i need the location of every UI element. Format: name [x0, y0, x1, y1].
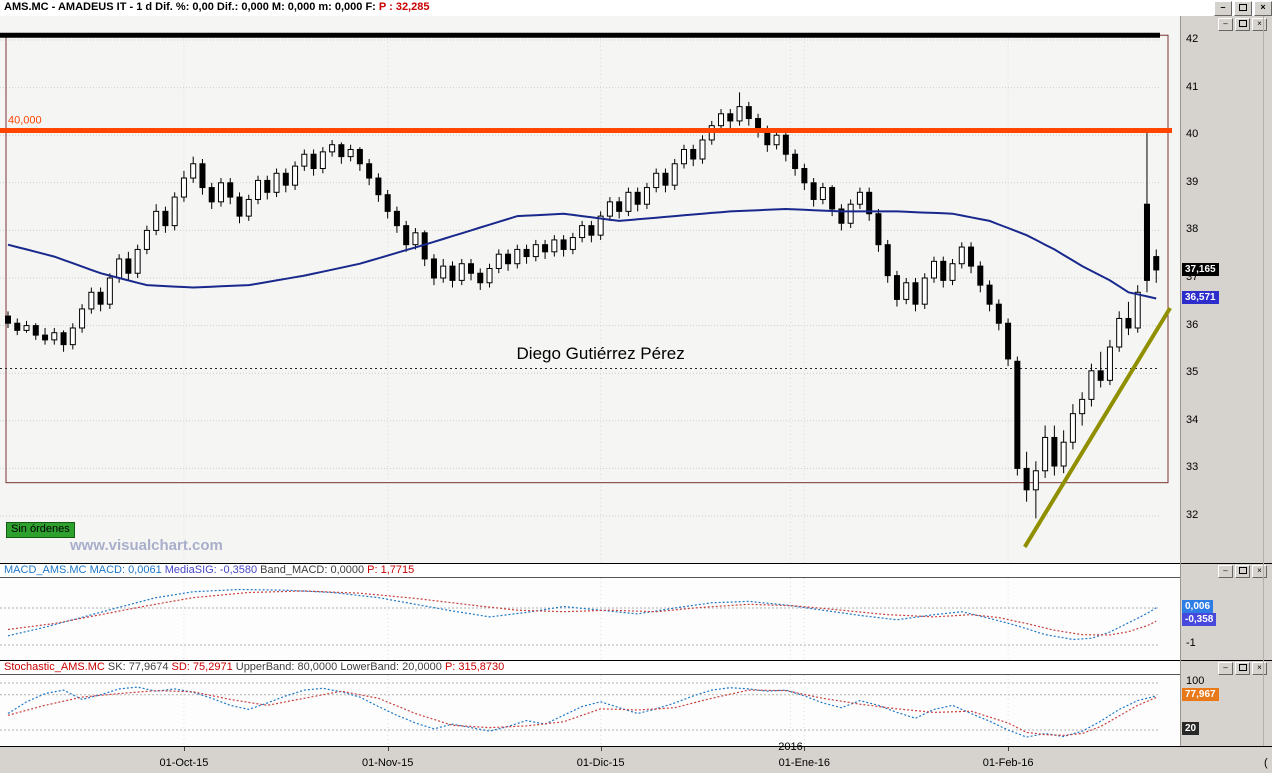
macd-header: MACD_AMS.MC MACD: 0,0061 MediaSIG: -0,35… — [0, 564, 1180, 578]
mediasig-line — [7, 590, 1157, 636]
moving-average-line — [7, 207, 1157, 300]
position-info: P : 32,285 — [378, 1, 430, 13]
price-chart: 40,000 Diego Gutiérrez Pérez — [0, 32, 1172, 563]
stochastic-panel: Stochastic_AMS.MC SK: 77,9674 SD: 75,297… — [0, 660, 1180, 747]
macd-line — [7, 588, 1157, 641]
axis-tick: 41 — [1186, 80, 1199, 93]
minimize-button[interactable]: – — [1214, 1, 1232, 16]
axis-tick: 38 — [1186, 223, 1199, 236]
macd-window-controls: – × — [1218, 565, 1267, 578]
header-segment: Stochastic_AMS.MC — [4, 661, 108, 673]
date-label: 01-Dic-15 — [576, 757, 625, 769]
axis-tick: 100 — [1186, 675, 1205, 687]
axis-separator — [1181, 660, 1272, 661]
axis-tick: -1 — [1186, 637, 1196, 649]
time-axis[interactable]: 2016 ( 01-Oct-15 01-Nov-15 01-Dic-15 01-Ene… — [0, 741, 1272, 773]
minimize-button[interactable]: – — [1218, 662, 1233, 675]
header-segment: UpperBand: 80,0000 — [235, 661, 341, 673]
maximize-icon — [1238, 20, 1247, 28]
axis-tick: 35 — [1186, 366, 1199, 379]
macd-grid — [0, 578, 1160, 661]
axis-tick: 40 — [1186, 128, 1199, 141]
axis-tick: 34 — [1186, 413, 1199, 426]
price-label: 20 — [1182, 722, 1200, 735]
date-label: 01-Feb-16 — [982, 757, 1034, 769]
maximize-button[interactable] — [1235, 662, 1250, 675]
window-titlebar: AMS.MC - AMADEUS IT - 1 d Dif. %: 0,00 D… — [0, 0, 1272, 17]
range-box[interactable] — [5, 34, 1169, 484]
svg-text:Diego Gutiérrez Pérez: Diego Gutiérrez Pérez — [517, 344, 685, 363]
grid-layer — [0, 34, 1160, 563]
date-tick-mark — [387, 747, 389, 751]
date-label: 01-Ene-16 — [778, 757, 831, 769]
header-segment: MACD: 0,0061 — [89, 564, 165, 576]
minimize-button[interactable]: – — [1218, 565, 1233, 578]
axis-tick: 32 — [1186, 509, 1199, 521]
maximize-button[interactable] — [1234, 1, 1252, 16]
header-segment: P: 1,7715 — [367, 564, 415, 576]
header-segment: Band_MACD: 0,0000 — [260, 564, 368, 576]
date-tick-mark — [1008, 747, 1010, 751]
stochastic-header: Stochastic_AMS.MC SK: 77,9674 SD: 75,297… — [0, 661, 1180, 675]
axis-tick: 42 — [1186, 33, 1199, 45]
axis-tick: 36 — [1186, 318, 1199, 331]
stoch-window-controls: – × — [1218, 662, 1267, 675]
trend-line[interactable] — [1023, 306, 1172, 548]
maximize-icon — [1239, 4, 1247, 12]
axis-separator — [1181, 563, 1272, 564]
header-segment: SK: 77,9674 — [107, 661, 172, 673]
price-label: -0,358 — [1182, 613, 1217, 627]
price-chart-panel: 40,000 Diego Gutiérrez Pérez Sin órdenes … — [0, 16, 1180, 563]
maximize-icon — [1238, 664, 1247, 672]
candles-layer — [5, 92, 1160, 519]
header-segment: SD: 75,2971 — [171, 661, 236, 673]
maximize-icon — [1238, 567, 1247, 575]
price-label: 37,165 — [1182, 263, 1219, 277]
maximize-button[interactable] — [1235, 565, 1250, 578]
window-controls: – × — [1214, 1, 1272, 16]
chart-window-controls: – × — [1218, 18, 1267, 31]
maximize-button[interactable] — [1235, 18, 1250, 31]
no-orders-badge: Sin órdenes — [6, 522, 75, 538]
corner-char: ( — [1264, 757, 1268, 769]
sd-line — [7, 689, 1157, 736]
axis-tick: 39 — [1186, 175, 1199, 188]
year-label: 2016 — [778, 741, 803, 753]
stochastic-chart — [0, 675, 1160, 747]
axis-tick: 33 — [1186, 461, 1199, 474]
minimize-button[interactable]: – — [1218, 18, 1233, 31]
header-segment: LowerBand: 20,0000 — [340, 661, 445, 673]
date-tick-mark — [600, 747, 602, 751]
date-label: 01-Nov-15 — [361, 757, 414, 769]
date-label: 01-Oct-15 — [159, 757, 209, 769]
price-label: 77,967 — [1182, 687, 1219, 701]
symbol-info: AMS.MC - AMADEUS IT - 1 d Dif. %: 0,00 D… — [4, 1, 379, 13]
resistance-label: 40,000 — [8, 114, 42, 126]
close-button[interactable]: × — [1254, 1, 1272, 16]
scrollbar-strip[interactable] — [1263, 16, 1272, 746]
sk-line — [7, 686, 1157, 738]
macd-chart — [0, 578, 1160, 661]
price-label: 0,006 — [1182, 599, 1214, 613]
resistance-line[interactable]: 40,000 — [0, 114, 1172, 133]
author-annotation[interactable]: Diego Gutiérrez Pérez — [517, 344, 685, 363]
macd-panel: MACD_AMS.MC MACD: 0,0061 MediaSIG: -0,35… — [0, 563, 1180, 661]
header-segment: MediaSIG: -0,3580 — [164, 564, 261, 576]
price-label: 36,571 — [1182, 291, 1219, 305]
date-tick-mark — [183, 747, 185, 751]
date-tick-mark — [804, 747, 806, 751]
price-axis[interactable]: –× –× –× 42414039383736353433320-1100802… — [1180, 16, 1272, 746]
header-segment: MACD_AMS.MC — [4, 564, 90, 576]
header-segment: P: 315,8730 — [444, 661, 505, 673]
stoch-grid — [0, 675, 1160, 747]
visualchart-watermark: www.visualchart.com — [70, 537, 223, 554]
